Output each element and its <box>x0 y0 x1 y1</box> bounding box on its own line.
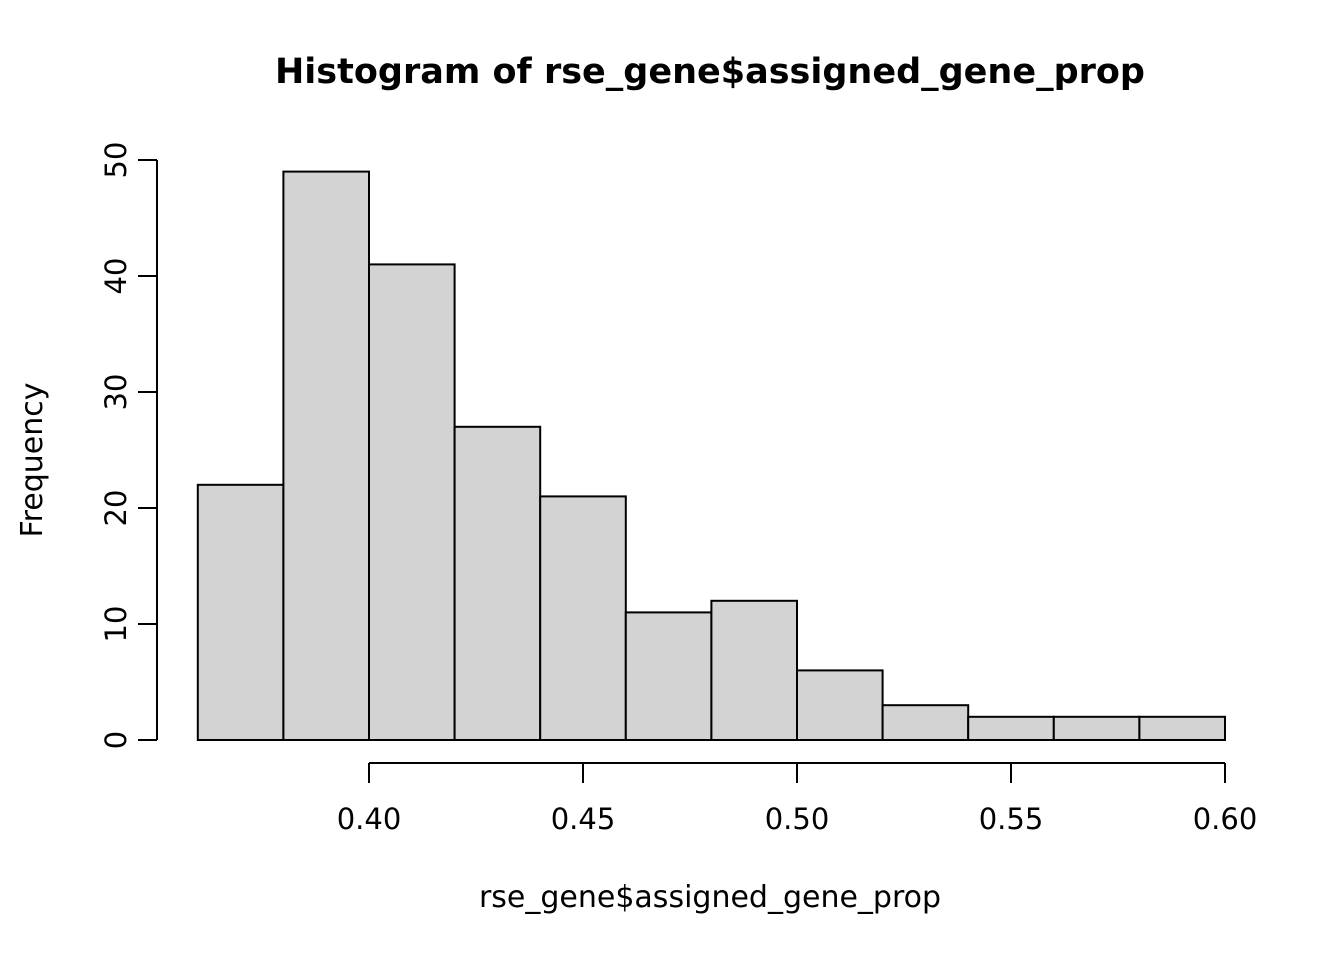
histogram-bar <box>796 669 884 742</box>
y-axis: 0 10 20 30 40 50 <box>99 142 158 749</box>
x-axis-label: rse_gene$assigned_gene_prop <box>478 880 942 915</box>
chart-title: Histogram of rse_gene$assigned_gene_prop <box>275 52 1145 92</box>
histogram-bar <box>710 599 799 741</box>
histogram-bar <box>453 425 542 741</box>
histogram-bar <box>967 715 1055 741</box>
y-axis-tick-label: 40 <box>99 258 133 295</box>
histogram-bar <box>282 170 370 742</box>
y-axis-tick-label: 10 <box>99 606 133 643</box>
y-axis-tick-label: 50 <box>99 142 133 179</box>
x-axis-tick-label: 0.45 <box>551 802 616 836</box>
x-axis-tick-label: 0.55 <box>979 802 1044 836</box>
x-axis-tick-label: 0.50 <box>765 802 830 836</box>
histogram-bar <box>1138 715 1227 741</box>
x-axis-tick-label: 0.60 <box>1193 802 1258 836</box>
histogram-bar <box>539 495 627 741</box>
x-axis: 0.40 0.45 0.50 0.55 0.60 <box>337 762 1258 836</box>
y-axis-tick-label: 0 <box>99 731 133 749</box>
x-axis-tick-label: 0.40 <box>337 802 402 836</box>
histogram-bar <box>368 263 456 741</box>
y-axis-tick-label: 30 <box>99 374 133 411</box>
bars-group <box>196 170 1227 742</box>
histogram-bar <box>196 483 285 741</box>
histogram-bar <box>881 704 970 742</box>
histogram-bar <box>1052 715 1141 741</box>
y-axis-tick-label: 20 <box>99 490 133 527</box>
histogram-bar <box>624 611 713 742</box>
